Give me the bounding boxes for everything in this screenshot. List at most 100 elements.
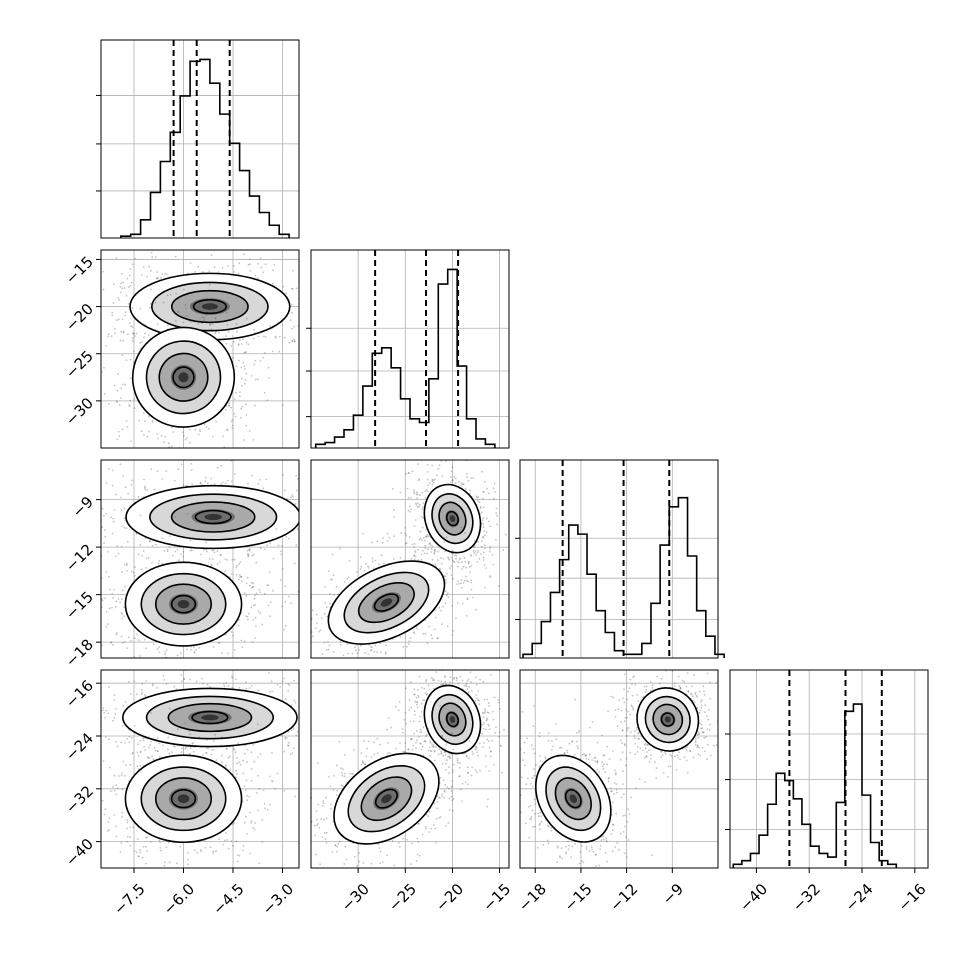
scatter-point <box>133 656 136 658</box>
scatter-point <box>269 615 271 618</box>
scatter-point <box>175 862 178 865</box>
scatter-point <box>351 652 354 655</box>
scatter-point <box>119 285 122 288</box>
scatter-point <box>341 316 343 318</box>
scatter-point <box>121 617 124 620</box>
scatter-point <box>131 326 134 328</box>
scatter-point <box>105 344 108 347</box>
scatter-point <box>312 718 314 720</box>
scatter-point <box>125 420 128 422</box>
scatter-point <box>424 497 427 499</box>
scatter-point <box>94 494 96 496</box>
scatter-point <box>248 430 251 432</box>
scatter-point <box>180 463 183 466</box>
scatter-point <box>145 557 148 560</box>
scatter-point <box>182 484 185 486</box>
scatter-point <box>408 640 411 643</box>
scatter-point <box>120 612 123 614</box>
scatter-point <box>321 653 324 655</box>
scatter-point <box>59 825 61 827</box>
scatter-point <box>94 304 96 306</box>
scatter-point <box>194 271 197 273</box>
scatter-point <box>119 291 122 294</box>
scatter-point <box>225 405 228 407</box>
scatter-point <box>465 539 467 542</box>
scatter-point <box>323 353 325 355</box>
scatter-point <box>451 559 454 562</box>
scatter-point <box>182 321 185 324</box>
scatter-point <box>326 524 328 526</box>
scatter-point <box>288 537 290 540</box>
scatter-point <box>418 478 420 481</box>
scatter-point <box>291 287 293 290</box>
scatter-point <box>492 563 495 566</box>
scatter-point <box>359 556 362 559</box>
scatter-point <box>150 712 153 714</box>
scatter-point <box>150 741 152 743</box>
scatter-point <box>163 549 166 552</box>
scatter-point <box>122 339 124 342</box>
scatter-point <box>175 879 177 881</box>
scatter-point <box>212 646 215 648</box>
scatter-point <box>258 862 261 865</box>
scatter-point <box>165 676 167 678</box>
scatter-point <box>109 790 112 792</box>
scatter-point <box>272 557 275 560</box>
scatter-point <box>295 474 297 477</box>
scatter-point <box>104 736 107 738</box>
scatter-point <box>419 494 421 497</box>
scatter-point <box>309 650 311 652</box>
contour-line <box>172 366 195 389</box>
scatter-point <box>132 350 135 353</box>
scatter-point <box>240 407 243 410</box>
scatter-point <box>131 340 134 343</box>
scatter-point <box>141 554 144 557</box>
scatter-point <box>434 550 436 553</box>
scatter-point <box>181 680 183 682</box>
scatter-point <box>473 552 476 554</box>
scatter-point <box>252 619 255 621</box>
scatter-point <box>253 597 256 600</box>
scatter-point <box>122 331 125 333</box>
scatter-point <box>252 604 255 607</box>
scatter-point <box>292 269 294 272</box>
scatter-point <box>206 482 209 485</box>
scatter-point <box>301 339 303 341</box>
scatter-point <box>277 636 279 638</box>
scatter-point <box>450 565 453 567</box>
scatter-point <box>413 543 416 545</box>
scatter-point <box>424 547 427 549</box>
scatter-point <box>243 821 246 824</box>
scatter-point <box>460 526 463 529</box>
scatter-point <box>164 861 166 864</box>
scatter-point <box>372 567 375 570</box>
scatter-point <box>357 662 359 664</box>
scatter-point <box>253 331 256 334</box>
scatter-point <box>126 277 129 280</box>
scatter-point <box>243 382 246 385</box>
scatter-point <box>263 592 266 595</box>
scatter-point <box>107 333 110 335</box>
scatter-point <box>189 747 192 750</box>
scatter-point <box>109 588 112 591</box>
scatter-point <box>124 742 127 744</box>
scatter-point <box>467 561 470 564</box>
scatter-point <box>97 304 99 306</box>
scatter-point <box>125 294 128 297</box>
scatter-point <box>285 535 288 538</box>
scatter-point <box>98 713 100 715</box>
scatter-point <box>422 549 424 552</box>
scatter-point <box>239 416 242 419</box>
scatter-point <box>174 255 177 258</box>
scatter-point <box>230 840 233 842</box>
scatter-point <box>405 534 408 537</box>
scatter-point <box>247 482 249 485</box>
scatter-point <box>113 588 115 591</box>
scatter-point <box>128 274 131 277</box>
scatter-point <box>329 593 331 595</box>
scatter-point <box>294 502 297 505</box>
scatter-point <box>339 714 341 716</box>
scatter-point <box>470 477 473 480</box>
scatter-point <box>305 611 307 613</box>
scatter-point <box>231 427 234 429</box>
